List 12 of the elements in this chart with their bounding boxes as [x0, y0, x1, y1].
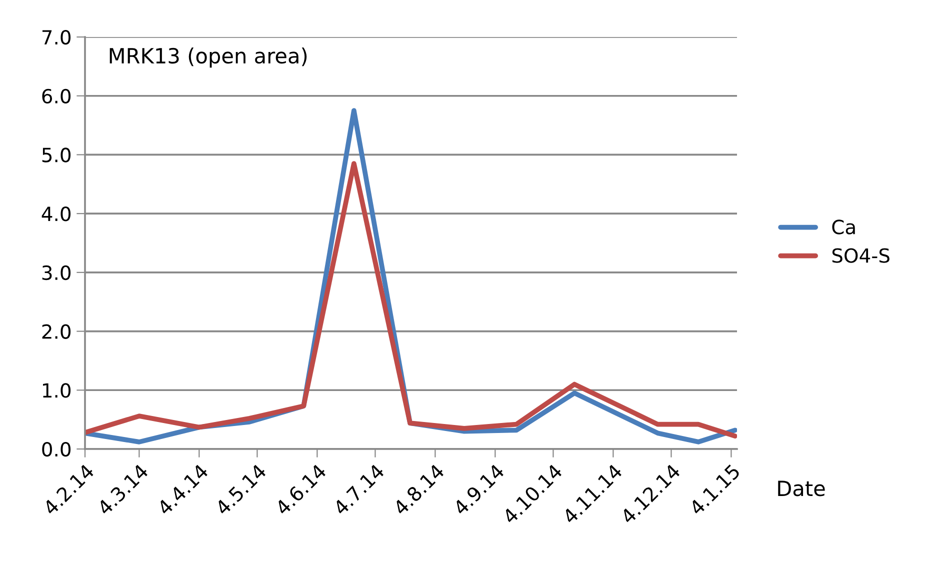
- x-axis-title: Date: [778, 480, 825, 496]
- chart-title: MRK13 (open area): [110, 48, 307, 68]
- legend-label: SO4-S: [832, 248, 890, 263]
- y-tick-label: 0.0: [42, 442, 71, 457]
- legend-label: Ca: [832, 220, 855, 234]
- y-tick-label: 6.0: [42, 88, 71, 104]
- y-tick-label: 4.0: [42, 206, 71, 222]
- y-tick-label: 3.0: [42, 265, 71, 280]
- y-tick-label: 2.0: [42, 324, 71, 339]
- y-tick-label: 1.0: [43, 383, 71, 398]
- y-tick-label: 5.0: [42, 148, 71, 162]
- y-tick-label: 7.0: [42, 30, 71, 45]
